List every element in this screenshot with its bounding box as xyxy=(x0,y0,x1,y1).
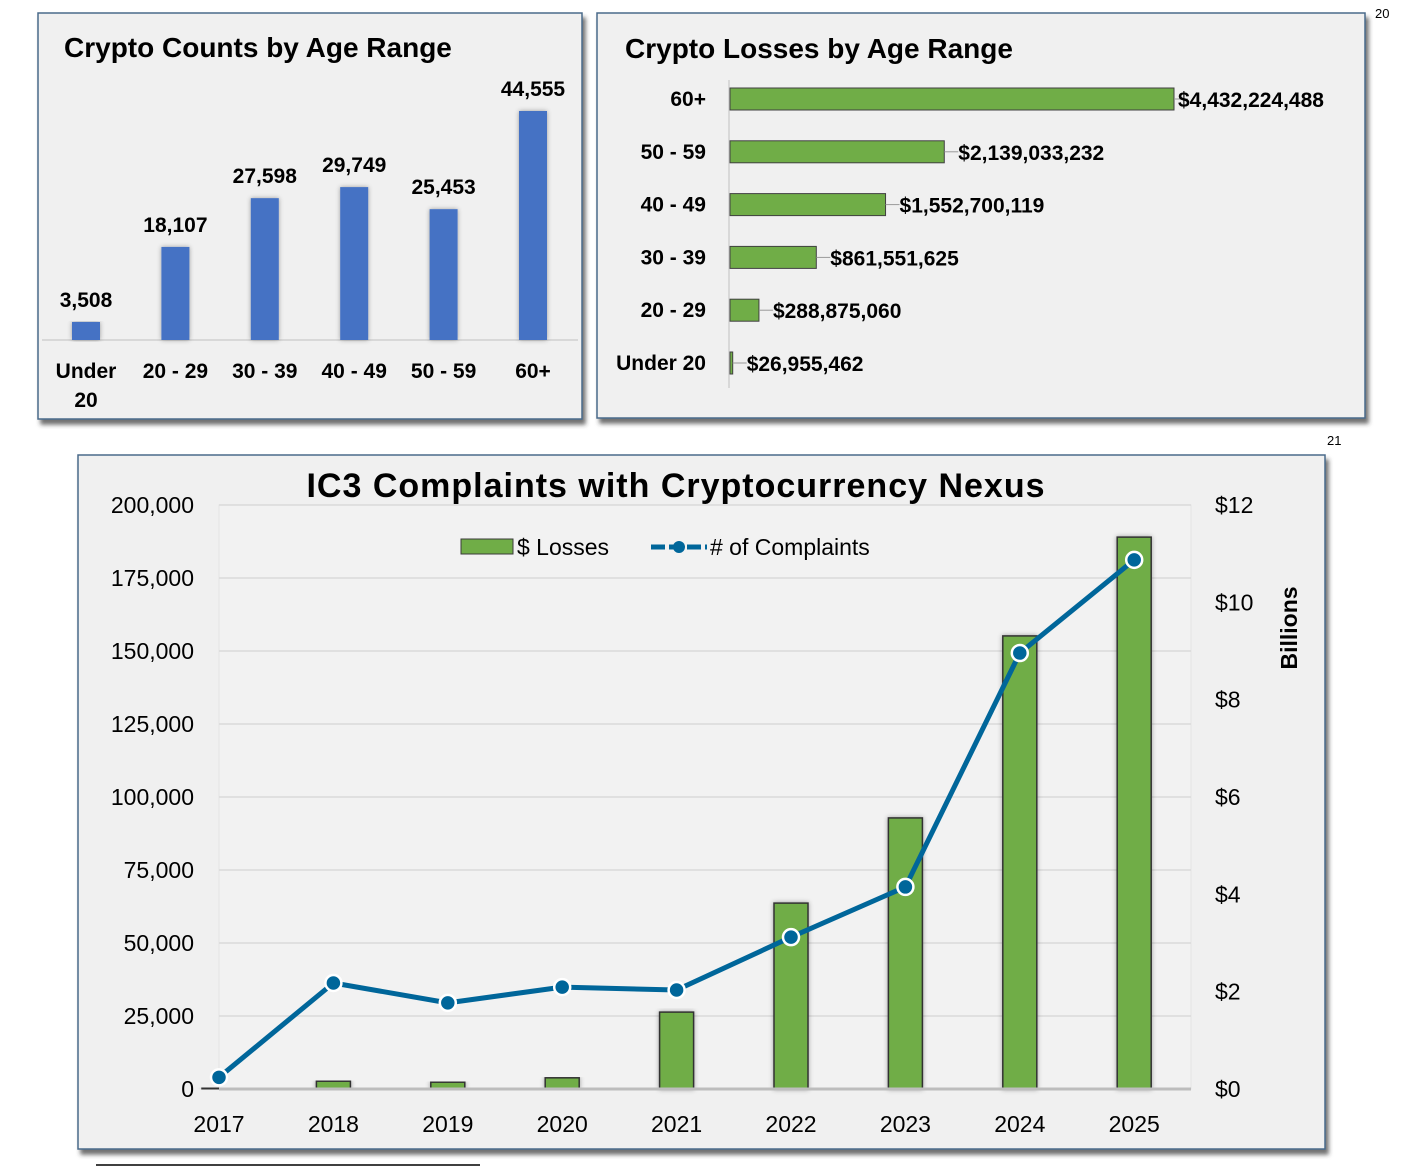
complaints-marker xyxy=(1124,550,1144,570)
complaints-marker xyxy=(324,973,343,993)
loss-bar xyxy=(729,87,1175,111)
left-axis-tick: 75,000 xyxy=(124,857,194,883)
count-bar xyxy=(72,321,100,340)
loss-category-label: 30 - 39 xyxy=(641,246,706,269)
footnote-21: 21 xyxy=(1327,433,1341,448)
count-data-label: 18,107 xyxy=(143,214,207,237)
x-axis-tick: 2021 xyxy=(651,1111,702,1137)
left-axis-tick: 25,000 xyxy=(124,1003,194,1029)
legend-label-losses: $ Losses xyxy=(517,534,609,560)
loss-bar xyxy=(658,1011,695,1090)
loss-data-label: $4,432,224,488 xyxy=(1178,89,1324,112)
count-category-label: 20 - 29 xyxy=(143,360,208,383)
complaints-marker xyxy=(781,927,801,947)
losses-chart-panel xyxy=(596,12,1366,419)
loss-bar xyxy=(1116,536,1152,1090)
loss-bar xyxy=(729,298,760,322)
left-axis-tick: 125,000 xyxy=(111,711,194,737)
count-category-label: 50 - 59 xyxy=(411,360,476,383)
loss-category-label: 60+ xyxy=(670,88,706,111)
count-bar xyxy=(519,111,547,340)
right-axis-tick: $10 xyxy=(1215,589,1253,615)
x-axis-tick: 2022 xyxy=(765,1111,816,1137)
loss-data-label: $26,955,462 xyxy=(747,353,864,376)
loss-bar xyxy=(729,245,817,269)
footnote-20: 20 xyxy=(1375,6,1389,21)
count-data-label: 44,555 xyxy=(501,78,566,101)
left-axis-tick: 50,000 xyxy=(124,930,194,956)
count-category-label: 60+ xyxy=(515,360,551,383)
loss-data-label: $288,875,060 xyxy=(773,300,901,323)
right-axis-tick: $6 xyxy=(1215,784,1241,810)
right-axis-tick: $8 xyxy=(1215,687,1241,713)
category-line: Under xyxy=(56,360,117,383)
right-axis-tick: $12 xyxy=(1215,492,1253,518)
loss-bar xyxy=(729,140,945,164)
loss-bar xyxy=(1002,635,1038,1090)
complaints-marker xyxy=(896,877,915,897)
loss-bar xyxy=(544,1077,580,1090)
right-axis-tick: $4 xyxy=(1215,881,1241,907)
count-bar xyxy=(250,198,279,340)
complaints-marker xyxy=(209,1068,229,1087)
loss-data-label: $861,551,625 xyxy=(830,247,959,270)
loss-category-label: Under 20 xyxy=(616,352,706,375)
right-axis-label: Billions xyxy=(1276,586,1302,669)
loss-category-label: 40 - 49 xyxy=(641,194,706,217)
counts-chart-panel xyxy=(37,12,583,420)
count-data-label: 25,453 xyxy=(411,176,475,199)
complaints-chart-title: IC3 Complaints with Cryptocurrency Nexus xyxy=(306,467,1045,505)
count-bar xyxy=(340,187,369,340)
complaints-marker xyxy=(552,977,572,997)
loss-data-label: $1,552,700,119 xyxy=(900,195,1045,218)
left-axis-tick: 175,000 xyxy=(111,565,194,591)
count-category-label: Under 20 xyxy=(56,360,117,412)
count-category-label: 30 - 39 xyxy=(232,360,297,383)
x-axis-tick: 2020 xyxy=(537,1111,588,1137)
complaints-marker xyxy=(1010,643,1030,663)
loss-category-label: 20 - 29 xyxy=(641,299,706,322)
legend-label-complaints: # of Complaints xyxy=(710,534,870,560)
count-data-label: 29,749 xyxy=(322,154,386,177)
legend: $ Losses # of Complaints xyxy=(460,534,870,560)
count-bar xyxy=(161,246,190,340)
x-axis-tick: 2018 xyxy=(308,1111,359,1137)
x-axis-tick: 2019 xyxy=(422,1111,473,1137)
count-category-label: 40 - 49 xyxy=(322,360,387,383)
count-data-label: 3,508 xyxy=(60,289,113,312)
left-axis-tick: 100,000 xyxy=(111,784,194,810)
x-axis-tick: 2025 xyxy=(1109,1111,1160,1137)
complaints-marker xyxy=(438,993,458,1013)
losses-chart-title: Crypto Losses by Age Range xyxy=(625,33,1013,64)
legend-marker-complaints xyxy=(673,541,685,553)
count-data-label: 27,598 xyxy=(233,165,298,188)
right-axis-tick: $0 xyxy=(1215,1076,1241,1102)
x-axis-tick: 2017 xyxy=(193,1111,244,1137)
left-axis-tick: 0 xyxy=(181,1076,194,1102)
x-axis-tick: 2024 xyxy=(994,1111,1045,1137)
left-axis-tick: 200,000 xyxy=(111,492,194,518)
counts-chart-title: Crypto Counts by Age Range xyxy=(64,32,452,63)
loss-category-label: 50 - 59 xyxy=(641,141,706,164)
legend-swatch-losses xyxy=(460,538,514,555)
complaints-marker xyxy=(667,980,686,1000)
loss-data-label: $2,139,033,232 xyxy=(958,142,1104,165)
left-axis-tick: 150,000 xyxy=(111,638,194,664)
loss-bar xyxy=(729,193,887,217)
x-axis-tick: 2023 xyxy=(880,1111,931,1137)
loss-bar xyxy=(729,351,734,375)
category-line: 20 xyxy=(74,389,97,412)
right-axis-tick: $2 xyxy=(1215,979,1241,1005)
count-bar xyxy=(429,209,458,340)
